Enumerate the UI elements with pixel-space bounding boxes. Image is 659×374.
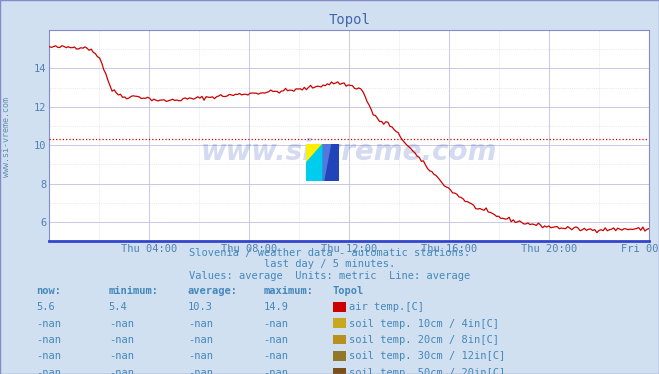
Text: -nan: -nan (188, 319, 213, 328)
Text: 5.4: 5.4 (109, 302, 127, 312)
Text: now:: now: (36, 286, 61, 295)
Text: -nan: -nan (36, 319, 61, 328)
Title: Topol: Topol (328, 13, 370, 27)
Text: -nan: -nan (188, 352, 213, 361)
Text: maximum:: maximum: (264, 286, 314, 295)
Text: -nan: -nan (109, 335, 134, 345)
Polygon shape (323, 144, 339, 181)
Text: www.si-vreme.com: www.si-vreme.com (2, 96, 11, 177)
Text: Topol: Topol (333, 286, 364, 295)
Text: www.si-vreme.com: www.si-vreme.com (201, 138, 498, 166)
Text: -nan: -nan (188, 368, 213, 374)
Text: -nan: -nan (264, 352, 289, 361)
Text: 5.6: 5.6 (36, 302, 55, 312)
Text: last day / 5 minutes.: last day / 5 minutes. (264, 260, 395, 269)
Text: -nan: -nan (109, 352, 134, 361)
Text: minimum:: minimum: (109, 286, 159, 295)
Text: -nan: -nan (36, 352, 61, 361)
Text: Values: average  Units: metric  Line: average: Values: average Units: metric Line: aver… (189, 271, 470, 280)
Text: -nan: -nan (109, 368, 134, 374)
Polygon shape (306, 144, 323, 181)
Text: 14.9: 14.9 (264, 302, 289, 312)
Text: soil temp. 50cm / 20in[C]: soil temp. 50cm / 20in[C] (349, 368, 505, 374)
Text: -nan: -nan (264, 368, 289, 374)
Polygon shape (306, 144, 323, 163)
Polygon shape (323, 144, 330, 181)
Text: -nan: -nan (36, 368, 61, 374)
Text: -nan: -nan (264, 335, 289, 345)
Text: average:: average: (188, 286, 238, 295)
Text: air temp.[C]: air temp.[C] (349, 302, 424, 312)
Text: -nan: -nan (188, 335, 213, 345)
Text: 10.3: 10.3 (188, 302, 213, 312)
Text: -nan: -nan (264, 319, 289, 328)
Text: -nan: -nan (109, 319, 134, 328)
Text: soil temp. 10cm / 4in[C]: soil temp. 10cm / 4in[C] (349, 319, 500, 328)
Text: soil temp. 20cm / 8in[C]: soil temp. 20cm / 8in[C] (349, 335, 500, 345)
Text: Slovenia / weather data - automatic stations.: Slovenia / weather data - automatic stat… (189, 248, 470, 258)
Text: -nan: -nan (36, 335, 61, 345)
Text: soil temp. 30cm / 12in[C]: soil temp. 30cm / 12in[C] (349, 352, 505, 361)
